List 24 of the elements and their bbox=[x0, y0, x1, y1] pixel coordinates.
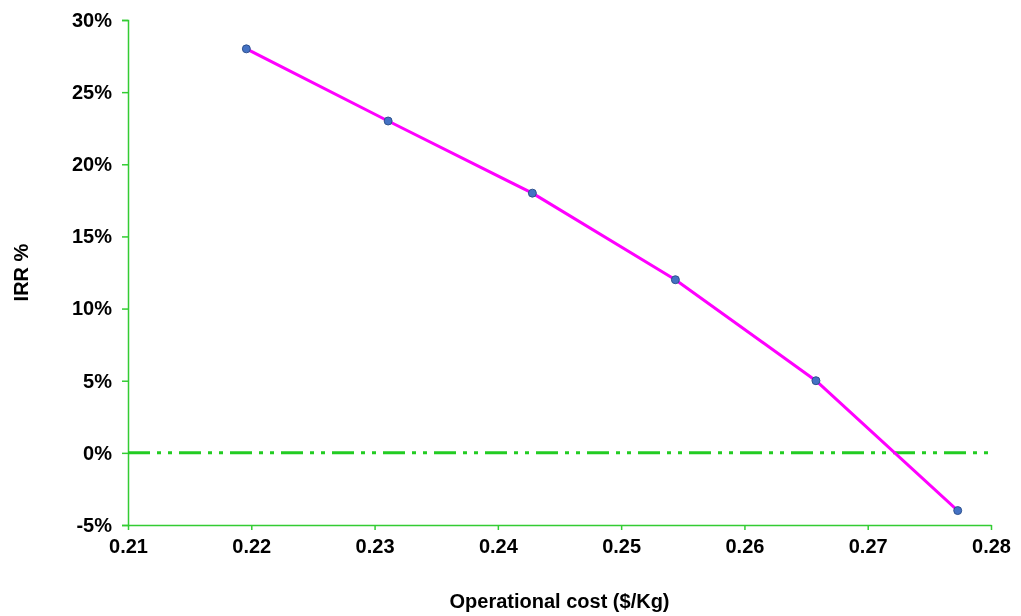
x-tick-label: 0.23 bbox=[355, 535, 395, 558]
x-axis-title: Operational cost ($/Kg) bbox=[449, 590, 670, 612]
point bbox=[383, 116, 393, 126]
y-tick-label: 0% bbox=[83, 441, 113, 464]
point bbox=[527, 188, 537, 198]
x-tick-label: 0.27 bbox=[848, 535, 888, 558]
y-tick-label: 10% bbox=[71, 297, 113, 320]
y-tick-label: 30% bbox=[71, 8, 113, 31]
x-tick-label: 0.26 bbox=[725, 535, 765, 558]
x-tick-label: 0.25 bbox=[602, 535, 642, 558]
y-tick-label: 20% bbox=[71, 153, 113, 176]
point bbox=[811, 376, 821, 386]
x-tick-label: 0.21 bbox=[109, 535, 148, 558]
point bbox=[953, 506, 963, 516]
y-axis-title: IRR % bbox=[10, 243, 32, 302]
point bbox=[670, 275, 680, 285]
x-tick-label: 0.28 bbox=[972, 535, 1011, 558]
x-tick-label: 0.22 bbox=[232, 535, 272, 558]
y-tick-label: 15% bbox=[71, 225, 113, 248]
y-tick-label: 5% bbox=[83, 369, 113, 392]
y-tick-label: -5% bbox=[76, 513, 113, 536]
point bbox=[241, 44, 251, 54]
y-tick-label: 25% bbox=[71, 81, 113, 104]
x-tick-label: 0.24 bbox=[478, 535, 519, 558]
